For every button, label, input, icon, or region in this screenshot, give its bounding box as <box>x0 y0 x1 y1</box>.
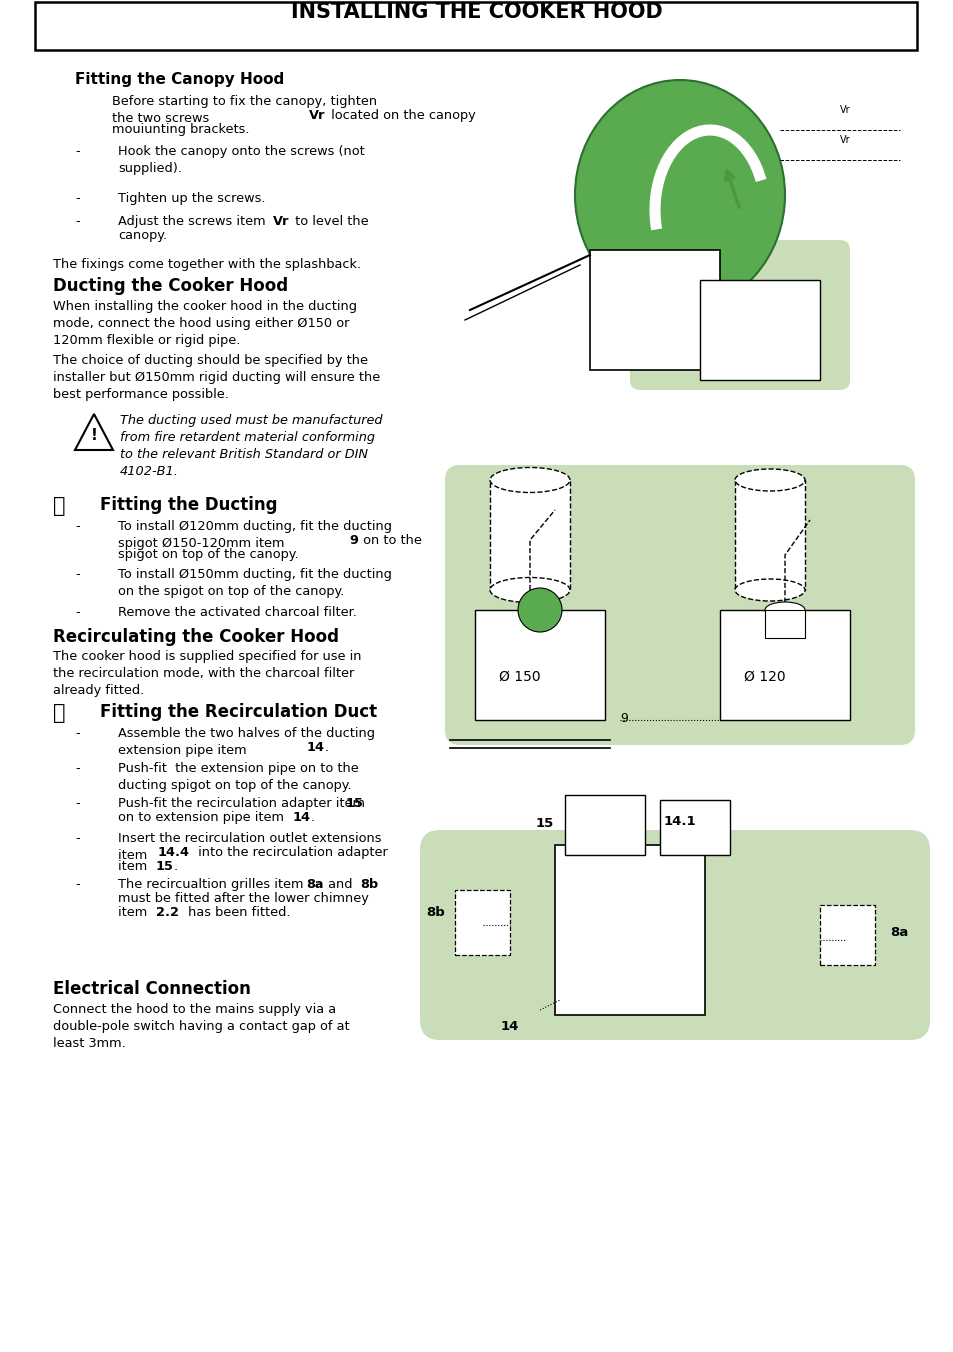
Text: Insert the recirculation outlet extensions
item: Insert the recirculation outlet extensio… <box>118 831 381 863</box>
Bar <box>659 800 729 854</box>
Bar <box>555 845 704 1015</box>
Text: into the recirculation adapter: into the recirculation adapter <box>193 846 387 859</box>
Text: Fitting the Canopy Hood: Fitting the Canopy Hood <box>75 72 284 87</box>
Bar <box>455 890 510 955</box>
Text: 14: 14 <box>293 811 311 823</box>
FancyBboxPatch shape <box>444 465 914 745</box>
Text: canopy.: canopy. <box>118 228 167 242</box>
Text: To install Ø120mm ducting, fit the ducting
spigot Ø150-120mm item: To install Ø120mm ducting, fit the ducti… <box>118 521 392 550</box>
Text: Vr: Vr <box>839 135 849 145</box>
Text: The recircualtion grilles item: The recircualtion grilles item <box>118 877 307 891</box>
Text: Before starting to fix the canopy, tighten
the two screws: Before starting to fix the canopy, tight… <box>112 95 376 124</box>
Text: Adjust the screws item: Adjust the screws item <box>118 215 270 228</box>
Bar <box>820 904 874 965</box>
Text: -: - <box>75 215 79 228</box>
Text: 15: 15 <box>536 817 554 830</box>
Text: Push-fit the recirculation adapter item: Push-fit the recirculation adapter item <box>118 796 369 810</box>
Ellipse shape <box>734 469 804 491</box>
Text: 9: 9 <box>619 713 627 725</box>
Text: Recirculating the Cooker Hood: Recirculating the Cooker Hood <box>53 627 338 646</box>
Text: -: - <box>75 521 79 533</box>
Text: Push-fit  the extension pipe on to the
ducting spigot on top of the canopy.: Push-fit the extension pipe on to the du… <box>118 763 358 792</box>
Text: 14.1: 14.1 <box>663 815 696 827</box>
Text: .: . <box>311 811 314 823</box>
Bar <box>720 610 849 721</box>
Text: Connect the hood to the mains supply via a
double-pole switch having a contact g: Connect the hood to the mains supply via… <box>53 1003 349 1051</box>
Text: 15: 15 <box>156 860 173 873</box>
Text: mouiunting brackets.: mouiunting brackets. <box>112 123 250 137</box>
Text: Vr: Vr <box>839 105 849 115</box>
Text: .: . <box>325 741 329 754</box>
Ellipse shape <box>490 468 569 492</box>
Text: 8b: 8b <box>359 877 377 891</box>
Text: The choice of ducting should be specified by the
installer but Ø150mm rigid duct: The choice of ducting should be specifie… <box>53 354 380 402</box>
Text: Fitting the Recirculation Duct: Fitting the Recirculation Duct <box>100 703 376 721</box>
Text: -: - <box>75 606 79 619</box>
Text: Electrical Connection: Electrical Connection <box>53 980 251 998</box>
Text: -: - <box>75 831 79 845</box>
Text: 14: 14 <box>307 741 325 754</box>
Bar <box>764 610 804 638</box>
Text: Ø 120: Ø 120 <box>743 671 785 684</box>
Text: Ø 150: Ø 150 <box>498 671 540 684</box>
Text: and: and <box>324 877 356 891</box>
Text: on to the: on to the <box>358 534 421 548</box>
Text: -: - <box>75 192 79 206</box>
FancyBboxPatch shape <box>419 830 929 1040</box>
FancyBboxPatch shape <box>490 480 569 589</box>
Text: -: - <box>75 796 79 810</box>
Polygon shape <box>589 250 720 370</box>
Text: spigot on top of the canopy.: spigot on top of the canopy. <box>118 548 298 561</box>
Text: INSTALLING THE COOKER HOOD: INSTALLING THE COOKER HOOD <box>291 1 662 22</box>
Text: -: - <box>75 877 79 891</box>
Text: When installing the cooker hood in the ducting
mode, connect the hood using eith: When installing the cooker hood in the d… <box>53 300 356 347</box>
Text: The ducting used must be manufactured
from fire retardent material conforming
to: The ducting used must be manufactured fr… <box>120 414 382 479</box>
Text: Vr: Vr <box>309 110 325 122</box>
Text: 8a: 8a <box>306 877 323 891</box>
Text: 2.2: 2.2 <box>156 906 179 919</box>
Text: 9: 9 <box>349 534 357 548</box>
Text: 8b: 8b <box>426 906 444 918</box>
Ellipse shape <box>734 579 804 602</box>
Text: has been fitted.: has been fitted. <box>184 906 291 919</box>
Text: The fixings come together with the splashback.: The fixings come together with the splas… <box>53 258 361 270</box>
Text: .: . <box>173 860 178 873</box>
Ellipse shape <box>575 80 784 310</box>
Text: on to extension pipe item: on to extension pipe item <box>118 811 288 823</box>
Text: Remove the activated charcoal filter.: Remove the activated charcoal filter. <box>118 606 356 619</box>
Text: Fitting the Ducting: Fitting the Ducting <box>100 496 277 514</box>
Ellipse shape <box>490 577 569 603</box>
Text: -: - <box>75 145 79 158</box>
Text: Hook the canopy onto the screws (not
supplied).: Hook the canopy onto the screws (not sup… <box>118 145 364 174</box>
Text: Ducting the Cooker Hood: Ducting the Cooker Hood <box>53 277 288 295</box>
Text: To install Ø150mm ducting, fit the ducting
on the spigot on top of the canopy.: To install Ø150mm ducting, fit the ducti… <box>118 568 392 598</box>
Text: 14: 14 <box>500 1019 518 1033</box>
Text: to level the: to level the <box>291 215 368 228</box>
FancyBboxPatch shape <box>734 480 804 589</box>
Ellipse shape <box>764 602 804 618</box>
Text: -: - <box>75 763 79 775</box>
Text: must be fitted after the lower chimney: must be fitted after the lower chimney <box>118 892 369 904</box>
Text: item: item <box>118 860 152 873</box>
Bar <box>475 610 604 721</box>
Circle shape <box>517 588 561 631</box>
Text: Tighten up the screws.: Tighten up the screws. <box>118 192 265 206</box>
Text: The cooker hood is supplied specified for use in
the recirculation mode, with th: The cooker hood is supplied specified fo… <box>53 650 361 698</box>
Bar <box>700 280 820 380</box>
Text: 15: 15 <box>346 796 363 810</box>
Text: -: - <box>75 568 79 581</box>
Text: 👉: 👉 <box>53 496 66 516</box>
Text: Vr: Vr <box>273 215 289 228</box>
Text: -: - <box>75 727 79 740</box>
Bar <box>564 795 644 854</box>
Text: 8a: 8a <box>889 926 907 938</box>
FancyBboxPatch shape <box>629 241 849 389</box>
Text: located on the canopy: located on the canopy <box>327 110 476 122</box>
Text: item: item <box>118 906 152 919</box>
Text: Assemble the two halves of the ducting
extension pipe item: Assemble the two halves of the ducting e… <box>118 727 375 757</box>
Bar <box>35 1 916 50</box>
Text: !: ! <box>91 429 97 443</box>
Text: 14.4: 14.4 <box>158 846 190 859</box>
Text: 👉: 👉 <box>53 703 66 723</box>
